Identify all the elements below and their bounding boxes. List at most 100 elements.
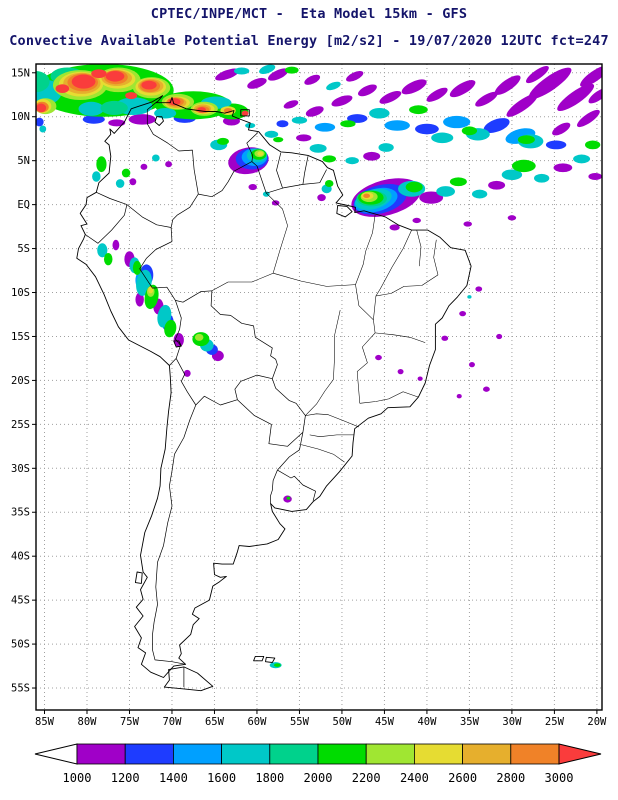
map-canvas: 85W 80W 75W 70W 65W 60W 55W 50W 45W 40W 35W 30W 25W 2…	[11, 63, 607, 728]
cape-blob	[468, 361, 475, 368]
cape-blob	[234, 67, 250, 75]
country-borders-path	[198, 161, 267, 198]
lat-tick-label: 55S	[11, 683, 30, 695]
cape-blob	[506, 93, 538, 117]
lon-tick-label: 85W	[35, 716, 55, 728]
cape-blob	[471, 189, 488, 199]
cape-blob	[268, 68, 289, 81]
cape-blob	[375, 354, 382, 361]
cape-blob	[105, 71, 125, 82]
cape-blob	[152, 154, 160, 162]
cape-blob	[441, 335, 449, 341]
cape-blob	[340, 120, 356, 128]
cape-blob	[483, 118, 510, 133]
cape-blob	[241, 110, 249, 116]
cape-blob	[273, 663, 281, 667]
state-borders-path	[375, 332, 426, 343]
country-borders-path	[175, 290, 278, 379]
lat-tick-label: 30S	[11, 463, 30, 475]
cape-blob	[324, 180, 334, 188]
cape-blob	[384, 120, 410, 131]
cape-blob	[103, 252, 113, 266]
country-borders-path	[266, 169, 327, 194]
colorbar-segment	[413, 743, 463, 765]
cape-blob	[585, 140, 601, 150]
lon-tick-label: 55W	[290, 716, 310, 728]
lat-tick-label: 40S	[11, 551, 30, 563]
colorbar-label: 1000	[63, 771, 92, 785]
country-borders-path	[302, 156, 309, 185]
cape-blob	[588, 87, 602, 104]
state-borders-path	[373, 229, 412, 320]
lat-tick-label: 15N	[11, 67, 30, 79]
cape-blob	[417, 376, 423, 381]
cape-blob	[276, 120, 289, 128]
country-borders-path	[237, 399, 304, 447]
cape-blob	[97, 243, 108, 258]
country-borders-path	[234, 374, 273, 400]
colorbar-label: 1400	[159, 771, 188, 785]
state-borders-path	[266, 193, 288, 274]
cape-blob	[273, 136, 284, 143]
cape-blob	[286, 496, 291, 500]
cape-blob	[580, 65, 602, 87]
lon-tick-label: 45W	[375, 716, 395, 728]
cape-blob	[108, 119, 126, 127]
cape-blob	[501, 169, 523, 181]
cape-blob	[456, 394, 462, 399]
cape-blob	[322, 155, 336, 163]
cape-blob	[459, 310, 467, 317]
cape-blob	[36, 71, 50, 93]
cape-blob	[557, 83, 595, 112]
cape-blob	[245, 122, 256, 129]
state-borders-path	[433, 239, 439, 275]
cape-blob	[405, 181, 423, 193]
cape-blob	[259, 64, 276, 74]
cape-blob	[91, 69, 107, 79]
coastline-path	[253, 655, 265, 662]
country-borders-path	[270, 469, 278, 504]
cape-blob	[511, 159, 536, 173]
cape-blob	[148, 286, 154, 294]
country-borders-path	[277, 469, 316, 501]
state-borders-path	[273, 272, 356, 287]
coastline-path	[76, 95, 472, 678]
state-borders-path	[305, 379, 334, 416]
cape-blob	[483, 386, 490, 392]
cape-blob	[449, 80, 476, 98]
lat-tick-label: 10S	[11, 287, 30, 299]
country-borders-path	[139, 241, 176, 301]
cape-blob	[507, 215, 517, 221]
cape-blob	[419, 191, 444, 204]
title-line-1: CPTEC/INPE/MCT - Eta Model 15km - GFS	[150, 6, 468, 22]
country-borders-path	[195, 395, 238, 406]
country-borders-path	[271, 378, 306, 433]
cape-blob	[461, 126, 478, 136]
country-borders-path	[152, 404, 197, 665]
cape-blob	[115, 179, 125, 188]
cape-blob	[426, 87, 448, 102]
cape-blob	[264, 130, 279, 138]
lat-tick-label: 35S	[11, 507, 30, 519]
cape-blob	[358, 84, 377, 97]
coastline-path	[240, 109, 250, 117]
cape-blob	[397, 368, 404, 375]
cape-blob	[525, 65, 549, 84]
lat-tick-label: 25S	[11, 419, 30, 431]
country-borders-path	[246, 132, 259, 162]
cape-blob	[141, 80, 157, 90]
cape-blob	[283, 100, 299, 109]
cape-field-layer	[36, 64, 602, 669]
cape-blob	[552, 122, 571, 136]
cape-blob	[369, 107, 390, 119]
colorbar-label: 2600	[448, 771, 477, 785]
cape-blob	[528, 67, 572, 100]
cape-blob	[545, 140, 567, 150]
cape-blob	[363, 193, 370, 199]
cape-blob	[132, 260, 142, 275]
country-borders-path	[276, 152, 283, 189]
cape-blob	[71, 74, 96, 89]
lat-tick-label: 20S	[11, 375, 30, 387]
cape-blob	[494, 75, 521, 95]
